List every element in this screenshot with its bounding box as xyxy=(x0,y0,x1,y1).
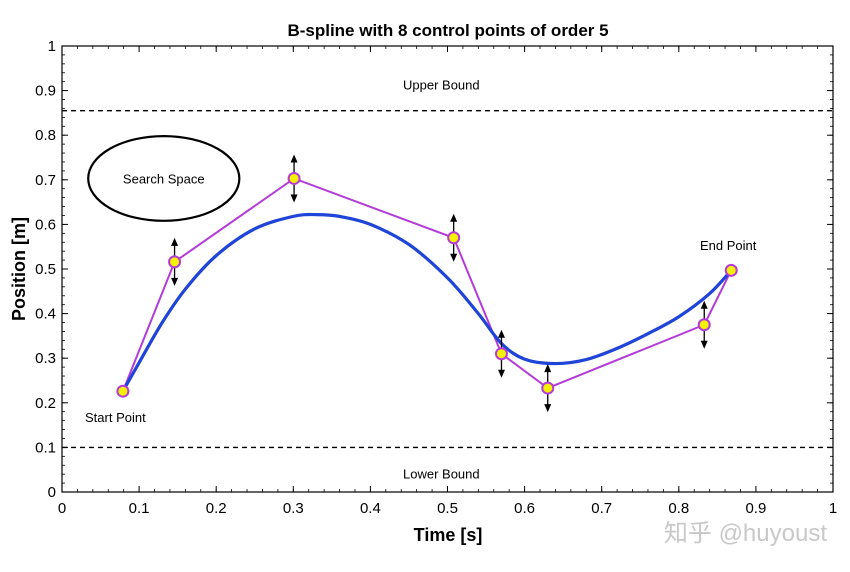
y-tick-label: 0.6 xyxy=(35,216,56,233)
x-tick-label: 1 xyxy=(829,500,837,517)
end-point-label: End Point xyxy=(700,238,757,253)
y-axis-ticks: 0 0.1 0.2 0.3 0.4 0.5 0.6 0.7 0.8 0.9 1 xyxy=(35,38,833,501)
control-points xyxy=(116,171,738,398)
arrow-head-up xyxy=(171,237,179,246)
control-point xyxy=(168,255,182,269)
arrow-head-down xyxy=(700,340,708,349)
arrow-head-up xyxy=(450,213,458,222)
x-tick-label: 0.9 xyxy=(745,500,766,517)
y-tick-label: 1 xyxy=(48,38,56,55)
series xyxy=(121,177,733,392)
search-space-ellipse xyxy=(87,134,241,222)
y-axis-label: Position [m] xyxy=(9,217,29,321)
x-tick-label: 0.1 xyxy=(129,500,150,517)
x-tick-label: 0.8 xyxy=(668,500,689,517)
lower-bound-label: Lower Bound xyxy=(403,466,480,481)
control-point xyxy=(541,381,555,395)
y-tick-label: 0.1 xyxy=(35,439,56,456)
y-tick-label: 0.3 xyxy=(35,350,56,367)
x-axis-label: Time [s] xyxy=(414,525,483,545)
y-tick-label: 0.9 xyxy=(35,83,56,100)
arrow-head-up xyxy=(700,300,708,309)
y-tick-label: 0.7 xyxy=(35,172,56,189)
upper-bound-label: Upper Bound xyxy=(403,78,480,93)
y-tick-label: 0 xyxy=(48,484,56,501)
plot-area xyxy=(61,45,834,493)
control-point xyxy=(724,263,738,277)
x-tick-label: 0.2 xyxy=(206,500,227,517)
y-tick-label: 0.2 xyxy=(35,395,56,412)
search-space: Search Space xyxy=(87,134,241,222)
control-point xyxy=(116,384,130,398)
b-spline-curve xyxy=(121,212,733,392)
start-point-label: Start Point xyxy=(85,410,146,425)
arrow-head-down xyxy=(497,369,505,378)
bounds: Upper Bound Lower Bound xyxy=(62,78,833,481)
plot-frame xyxy=(61,45,834,493)
x-tick-label: 0.5 xyxy=(437,500,458,517)
chart-title: B-spline with 8 control points of order … xyxy=(287,21,608,40)
x-tick-label: 0 xyxy=(58,500,66,517)
arrow-head-down xyxy=(171,277,179,286)
control-point xyxy=(494,347,508,361)
control-point xyxy=(697,318,711,332)
arrow-head-up xyxy=(290,154,298,163)
y-tick-label: 0.8 xyxy=(35,127,56,144)
x-tick-label: 0.3 xyxy=(283,500,304,517)
x-tick-label: 0.4 xyxy=(360,500,381,517)
y-tick-label: 0.5 xyxy=(35,261,56,278)
control-point xyxy=(447,231,461,245)
control-point xyxy=(287,171,301,185)
arrow-head-up xyxy=(497,329,505,338)
y-tick-label: 0.4 xyxy=(35,306,56,323)
arrow-head-down xyxy=(544,404,552,413)
search-space-label: Search Space xyxy=(123,171,205,186)
watermark: 知乎 @huyoust xyxy=(664,520,827,547)
x-tick-label: 0.7 xyxy=(591,500,612,517)
arrow-head-down xyxy=(290,194,298,203)
arrow-head-up xyxy=(544,364,552,373)
control-polygon-line xyxy=(121,177,733,392)
arrow-head-down xyxy=(450,253,458,262)
x-tick-label: 0.6 xyxy=(514,500,535,517)
